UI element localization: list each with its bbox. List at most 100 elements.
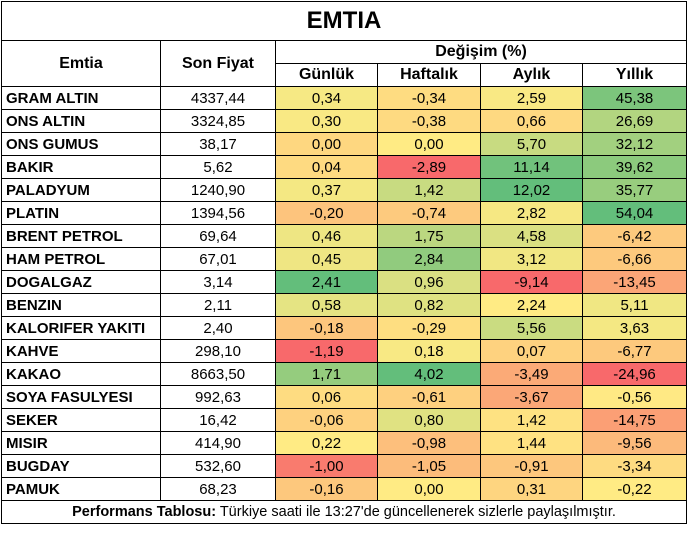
last-price: 16,42	[160, 408, 276, 432]
table-row: KAKAO 8663,50 1,71 4,02 -3,49 -24,96	[1, 362, 687, 386]
commodity-name: PALADYUM	[1, 178, 161, 202]
last-price: 2,11	[160, 293, 276, 317]
change-yearly: 39,62	[581, 155, 687, 179]
change-daily: -1,00	[275, 454, 378, 478]
table-row: HAM PETROL 67,01 0,45 2,84 3,12 -6,66	[1, 247, 687, 271]
change-daily: 0,00	[275, 132, 378, 156]
change-weekly: 0,96	[377, 270, 481, 294]
change-monthly: 11,14	[480, 155, 583, 179]
change-monthly: 5,56	[480, 316, 583, 340]
change-weekly: -0,74	[377, 201, 481, 225]
last-price: 68,23	[160, 477, 276, 501]
change-monthly: 12,02	[480, 178, 583, 202]
last-price: 298,10	[160, 339, 276, 363]
last-price: 5,62	[160, 155, 276, 179]
change-yearly: 5,11	[581, 293, 687, 317]
change-yearly: -0,56	[581, 385, 687, 409]
change-weekly: -2,89	[377, 155, 481, 179]
change-monthly: 2,82	[480, 201, 583, 225]
change-yearly: -6,42	[581, 224, 687, 248]
change-monthly: 0,66	[480, 109, 583, 133]
change-yearly: 26,69	[581, 109, 687, 133]
change-weekly: 2,84	[377, 247, 481, 271]
commodity-name: PAMUK	[1, 477, 161, 501]
change-yearly: -6,77	[581, 339, 687, 363]
commodity-name: BAKIR	[1, 155, 161, 179]
last-price: 4337,44	[160, 86, 276, 110]
change-weekly: 0,82	[377, 293, 481, 317]
change-weekly: -0,34	[377, 86, 481, 110]
commodity-name: DOGALGAZ	[1, 270, 161, 294]
table-row: DOGALGAZ 3,14 2,41 0,96 -9,14 -13,45	[1, 270, 687, 294]
change-weekly: -0,38	[377, 109, 481, 133]
change-yearly: 35,77	[581, 178, 687, 202]
table-body: GRAM ALTIN 4337,44 0,34 -0,34 2,59 45,38 ONS A…	[1, 86, 687, 501]
table-row: SOYA FASULYESI 992,63 0,06 -0,61 -3,67 -0,56	[1, 385, 687, 409]
last-price: 38,17	[160, 132, 276, 156]
table-row: BUGDAY 532,60 -1,00 -1,05 -0,91 -3,34	[1, 454, 687, 478]
table-row: PLATIN 1394,56 -0,20 -0,74 2,82 54,04	[1, 201, 687, 225]
change-monthly: 1,44	[480, 431, 583, 455]
change-monthly: 2,24	[480, 293, 583, 317]
last-price: 67,01	[160, 247, 276, 271]
last-price: 3324,85	[160, 109, 276, 133]
change-monthly: 1,42	[480, 408, 583, 432]
change-monthly: 3,12	[480, 247, 583, 271]
change-daily: 0,34	[275, 86, 378, 110]
change-daily: 2,41	[275, 270, 378, 294]
table-row: SEKER 16,42 -0,06 0,80 1,42 -14,75	[1, 408, 687, 432]
commodity-name: SOYA FASULYESI	[1, 385, 161, 409]
table-row: BRENT PETROL 69,64 0,46 1,75 4,58 -6,42	[1, 224, 687, 248]
table-row: BAKIR 5,62 0,04 -2,89 11,14 39,62	[1, 155, 687, 179]
table-row: ONS ALTIN 3324,85 0,30 -0,38 0,66 26,69	[1, 109, 687, 133]
footer-text: Türkiye saati ile 13:27'de güncellenerek…	[216, 504, 616, 520]
change-monthly: 4,58	[480, 224, 583, 248]
change-daily: -0,20	[275, 201, 378, 225]
change-daily: -0,06	[275, 408, 378, 432]
table-row: KAHVE 298,10 -1,19 0,18 0,07 -6,77	[1, 339, 687, 363]
commodity-name: MISIR	[1, 431, 161, 455]
change-weekly: -0,61	[377, 385, 481, 409]
commodity-name: KAKAO	[1, 362, 161, 386]
change-yearly: 54,04	[581, 201, 687, 225]
change-yearly: -9,56	[581, 431, 687, 455]
change-yearly: 32,12	[581, 132, 687, 156]
change-daily: 1,71	[275, 362, 378, 386]
change-monthly: -9,14	[480, 270, 583, 294]
change-yearly: -14,75	[581, 408, 687, 432]
commodity-name: ONS ALTIN	[1, 109, 161, 133]
table-row: PAMUK 68,23 -0,16 0,00 0,31 -0,22	[1, 477, 687, 501]
commodity-name: ONS GUMUS	[1, 132, 161, 156]
last-price: 8663,50	[160, 362, 276, 386]
last-price: 3,14	[160, 270, 276, 294]
change-yearly: -6,66	[581, 247, 687, 271]
commodity-name: BENZIN	[1, 293, 161, 317]
last-price: 414,90	[160, 431, 276, 455]
header-weekly: Haftalık	[377, 63, 481, 87]
table-row: GRAM ALTIN 4337,44 0,34 -0,34 2,59 45,38	[1, 86, 687, 110]
change-monthly: 2,59	[480, 86, 583, 110]
commodity-name: SEKER	[1, 408, 161, 432]
change-weekly: 1,42	[377, 178, 481, 202]
change-weekly: -0,29	[377, 316, 481, 340]
commodity-name: GRAM ALTIN	[1, 86, 161, 110]
change-weekly: 4,02	[377, 362, 481, 386]
change-yearly: -13,45	[581, 270, 687, 294]
header-monthly: Aylık	[480, 63, 583, 87]
change-daily: 0,46	[275, 224, 378, 248]
change-daily: 0,04	[275, 155, 378, 179]
change-yearly: 3,63	[581, 316, 687, 340]
header-change-group: Değişim (%)	[274, 40, 687, 64]
table-row: MISIR 414,90 0,22 -0,98 1,44 -9,56	[1, 431, 687, 455]
change-monthly: 0,31	[480, 477, 583, 501]
header-last-price: Son Fiyat	[160, 40, 276, 87]
table-row: BENZIN 2,11 0,58 0,82 2,24 5,11	[1, 293, 687, 317]
change-yearly: -24,96	[581, 362, 687, 386]
commodity-name: PLATIN	[1, 201, 161, 225]
table-row: PALADYUM 1240,90 0,37 1,42 12,02 35,77	[1, 178, 687, 202]
last-price: 2,40	[160, 316, 276, 340]
change-weekly: 0,18	[377, 339, 481, 363]
header-yearly: Yıllık	[581, 63, 687, 87]
change-monthly: 0,07	[480, 339, 583, 363]
